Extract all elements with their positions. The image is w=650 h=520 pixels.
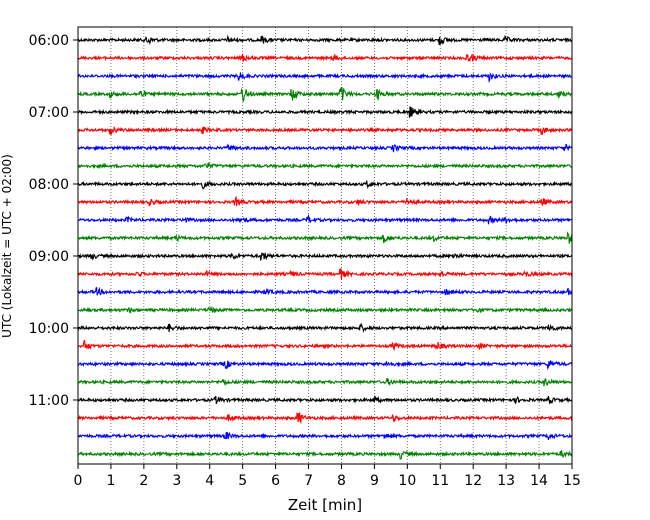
x-tick-label: 5 (238, 473, 247, 489)
trace-0700 (77, 106, 573, 118)
y-tick-label: 10:00 (29, 321, 69, 337)
y-tick-label: 07:00 (29, 105, 69, 121)
y-axis-ticks: 06:00 07:00 08:00 09:00 10:00 11:00 (29, 33, 78, 409)
trace-0915 (77, 268, 573, 280)
x-tick-label: 11 (431, 473, 449, 489)
trace-0815 (77, 195, 573, 207)
trace-1000 (77, 322, 573, 333)
trace-0845 (77, 231, 573, 244)
trace-0715 (77, 125, 573, 136)
seismic-traces (77, 34, 573, 460)
trace-1115 (77, 412, 573, 425)
x-axis-label: Zeit [min] (288, 496, 362, 514)
trace-1100 (77, 395, 573, 405)
y-tick-label: 06:00 (29, 33, 69, 49)
x-tick-label: 3 (172, 473, 181, 489)
trace-0615 (77, 53, 573, 62)
x-tick-label: 10 (398, 473, 416, 489)
x-tick-label: 7 (304, 473, 313, 489)
y-tick-label: 09:00 (29, 249, 69, 265)
trace-1045 (77, 378, 573, 387)
x-tick-label: 6 (271, 473, 280, 489)
trace-1145 (77, 450, 573, 460)
trace-0630 (77, 72, 573, 84)
trace-0800 (77, 180, 573, 190)
trace-0645 (77, 86, 573, 103)
x-tick-label: 2 (139, 473, 148, 489)
x-tick-label: 8 (337, 473, 346, 489)
trace-1130 (77, 431, 573, 440)
y-tick-label: 11:00 (29, 393, 69, 409)
x-tick-label: 13 (497, 473, 515, 489)
x-tick-label: 14 (530, 473, 548, 489)
grid-lines (110, 27, 540, 464)
trace-1015 (77, 339, 573, 351)
trace-0900 (77, 252, 573, 261)
y-tick-label: 08:00 (29, 177, 69, 193)
trace-0600 (77, 34, 573, 46)
x-tick-label: 0 (74, 473, 83, 489)
x-tick-label: 4 (205, 473, 214, 489)
plot-frame (77, 26, 573, 465)
trace-1030 (77, 360, 573, 370)
trace-0745 (77, 161, 573, 170)
trace-0730 (77, 143, 573, 153)
trace-0830 (77, 213, 573, 225)
y-axis-label: UTC (Lokalzeit = UTC + 02:00) (0, 154, 14, 338)
x-tick-label: 15 (563, 473, 581, 489)
x-axis-ticks: 0 1 2 3 4 5 6 7 8 9 10 11 12 13 14 15 (74, 464, 581, 489)
x-tick-label: 12 (464, 473, 482, 489)
trace-0945 (77, 305, 573, 314)
x-tick-label: 1 (106, 473, 115, 489)
x-tick-label: 9 (370, 473, 379, 489)
trace-0930 (77, 286, 573, 296)
